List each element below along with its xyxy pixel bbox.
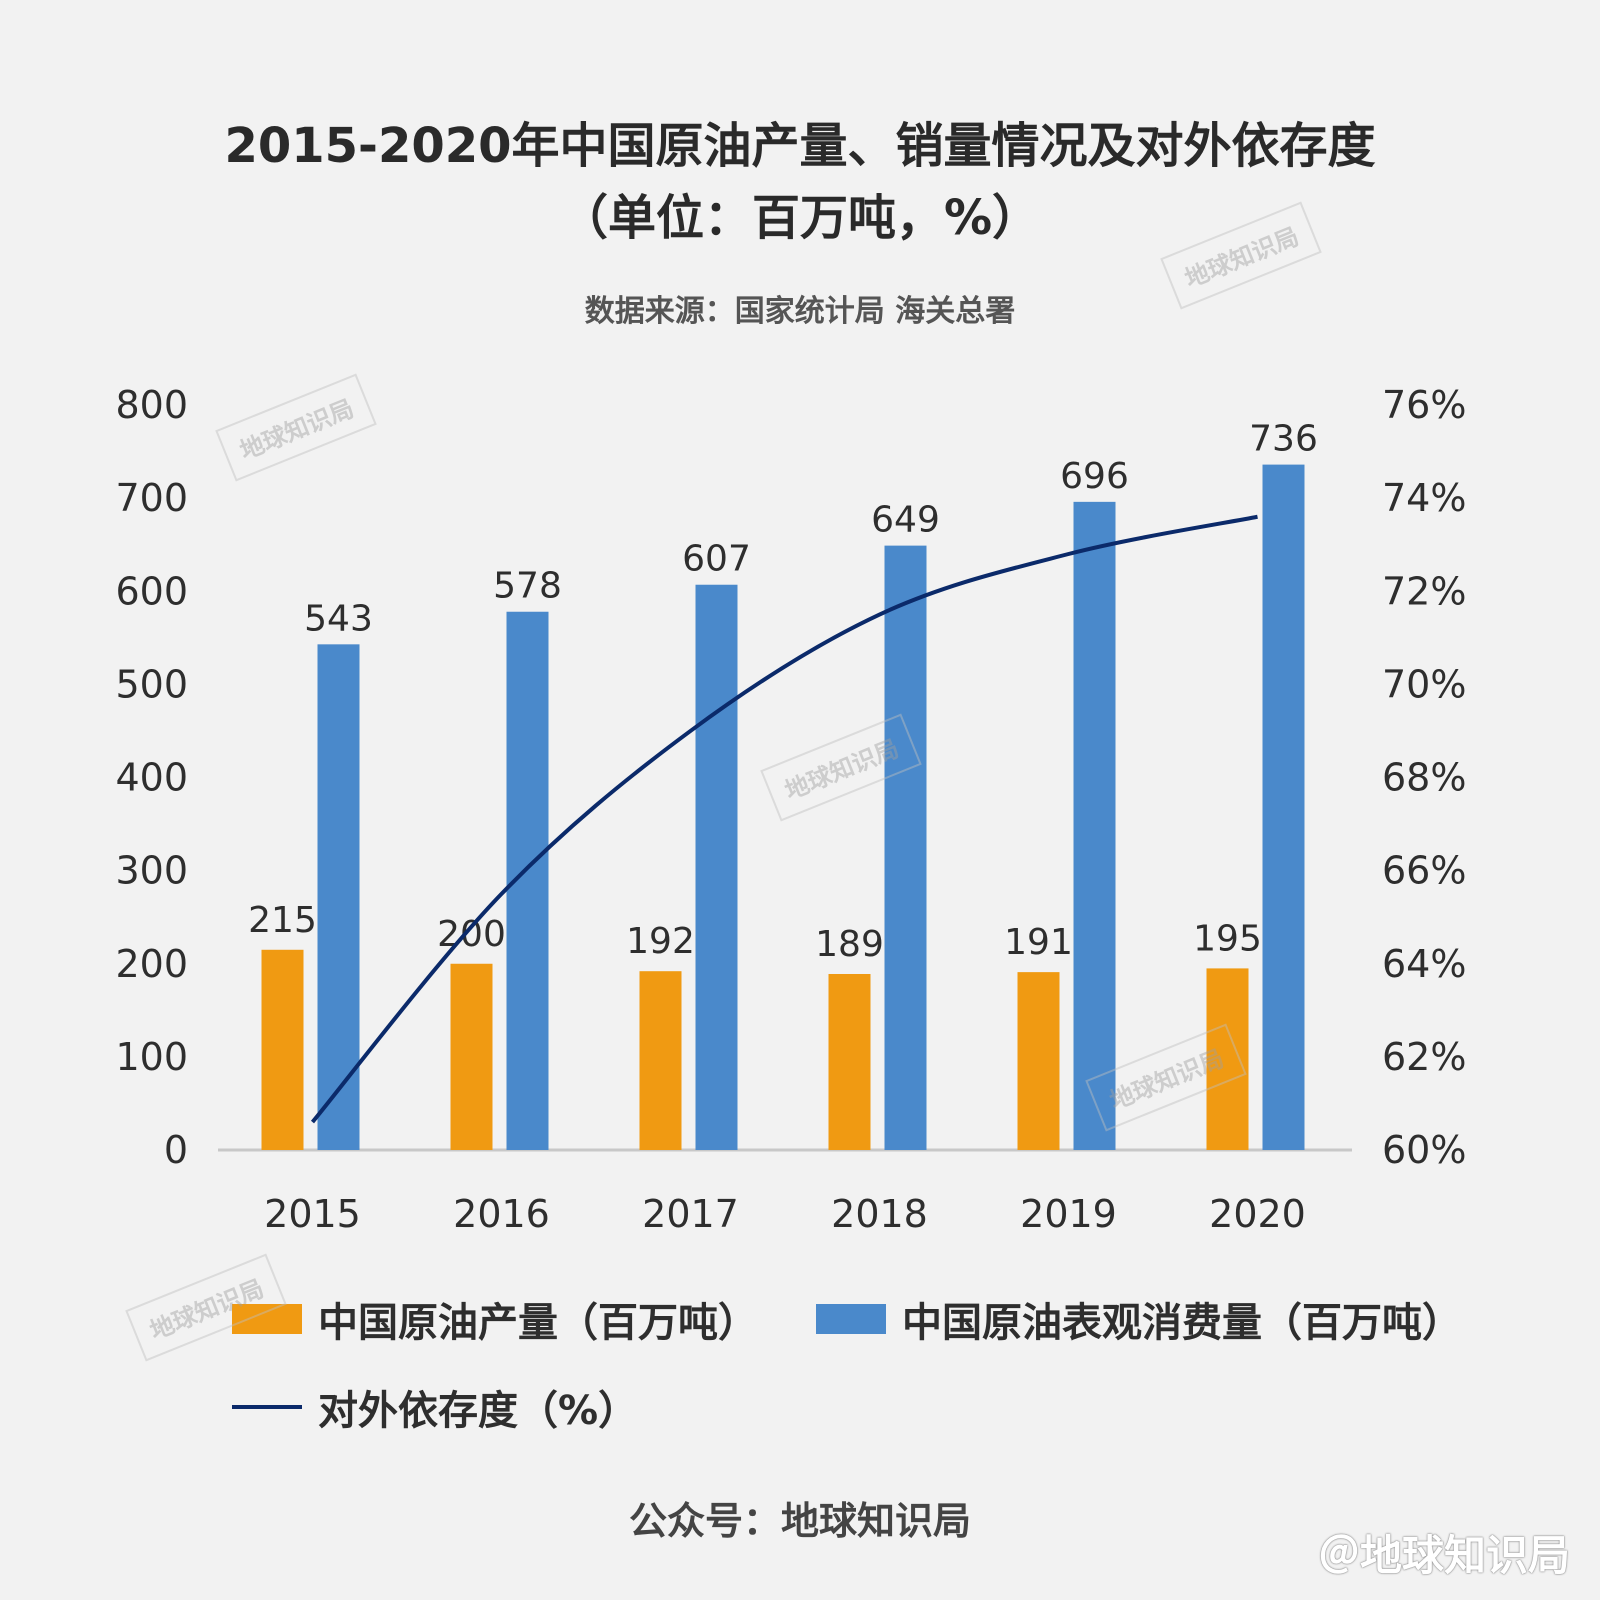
data-label-consumption-2020: 736	[1249, 419, 1318, 460]
data-label-production-2016: 200	[437, 914, 506, 955]
y-right-tick-label: 76%	[1382, 383, 1466, 427]
x-tick-label-2015: 2015	[264, 1192, 361, 1236]
x-tick-label-2020: 2020	[1209, 1192, 1306, 1236]
legend-item-production: 中国原油产量（百万吨）	[232, 1290, 758, 1348]
bar-production-2018	[828, 973, 871, 1150]
data-label-consumption-2016: 578	[493, 566, 562, 607]
y-right-tick-label: 62%	[1382, 1035, 1466, 1079]
y-left-tick-label: 0	[164, 1128, 188, 1172]
platform-credit: ＠地球知识局	[1317, 1531, 1570, 1580]
y-left-tick-label: 500	[115, 662, 188, 706]
y-left-tick-label: 700	[115, 476, 188, 520]
x-tick-label-2016: 2016	[453, 1192, 550, 1236]
data-label-production-2018: 189	[815, 924, 884, 965]
data-label-production-2017: 192	[626, 921, 695, 962]
legend-swatch-production	[232, 1304, 302, 1334]
legend-label-dependence: 对外依存度（%）	[318, 1388, 639, 1434]
legend-item-consumption: 中国原油表观消费量（百万吨）	[816, 1290, 1462, 1348]
data-source: 数据来源：国家统计局 海关总署	[584, 294, 1016, 329]
bar-production-2016	[450, 963, 493, 1150]
y-left-tick-label: 300	[115, 849, 188, 893]
chart-unit-subtitle: （单位：百万吨，%）	[559, 190, 1041, 246]
legend-item-dependence: 对外依存度（%）	[232, 1378, 638, 1436]
bar-production-2017	[639, 971, 682, 1150]
y-left-tick-label: 100	[115, 1035, 188, 1079]
y-right-tick-label: 60%	[1382, 1128, 1466, 1172]
data-label-production-2020: 195	[1193, 918, 1262, 959]
data-label-consumption-2019: 696	[1060, 456, 1129, 497]
bar-production-2019	[1017, 972, 1060, 1150]
legend-swatch-consumption	[816, 1304, 886, 1334]
y-right-tick-label: 70%	[1382, 662, 1466, 706]
combo-chart: 0 100 200 300 400 500 600 700 800 60% 62% 64% 66% 68%…	[115, 383, 1466, 1236]
line-dependence	[310, 514, 1258, 1124]
legend-label-consumption: 中国原油表观消费量（百万吨）	[902, 1300, 1462, 1346]
legend-swatch-dependence	[232, 1405, 302, 1409]
bar-consumption-2015	[317, 644, 360, 1150]
bar-consumption-2017	[695, 584, 738, 1150]
bar-production-2015	[261, 949, 304, 1150]
data-label-production-2019: 191	[1004, 922, 1073, 963]
data-label-consumption-2015: 543	[304, 598, 373, 639]
bar-consumption-2019	[1073, 501, 1116, 1151]
y-right-tick-label: 68%	[1382, 756, 1466, 800]
bar-consumption-2020	[1262, 464, 1305, 1151]
y-left-tick-label: 400	[115, 756, 188, 800]
x-tick-label-2018: 2018	[831, 1192, 928, 1236]
y-left-tick-label: 600	[115, 569, 188, 613]
bar-consumption-2018	[884, 545, 927, 1150]
y-left-tick-label: 800	[115, 383, 188, 427]
footer-account: 公众号：地球知识局	[628, 1499, 971, 1543]
data-label-consumption-2018: 649	[871, 500, 940, 541]
x-tick-label-2019: 2019	[1020, 1192, 1117, 1236]
bar-production-2020	[1206, 968, 1249, 1150]
legend-label-production: 中国原油产量（百万吨）	[318, 1300, 758, 1346]
y-right-tick-label: 66%	[1382, 849, 1466, 893]
y-left-tick-label: 200	[115, 942, 188, 986]
y-right-tick-label: 64%	[1382, 942, 1466, 986]
data-label-production-2015: 215	[248, 900, 317, 941]
y-right-tick-label: 74%	[1382, 476, 1466, 520]
y-right-tick-label: 72%	[1382, 569, 1466, 613]
chart-title: 2015-2020年中国原油产量、销量情况及对外依存度	[224, 118, 1376, 174]
data-label-consumption-2017: 607	[682, 539, 751, 580]
x-tick-label-2017: 2017	[642, 1192, 739, 1236]
